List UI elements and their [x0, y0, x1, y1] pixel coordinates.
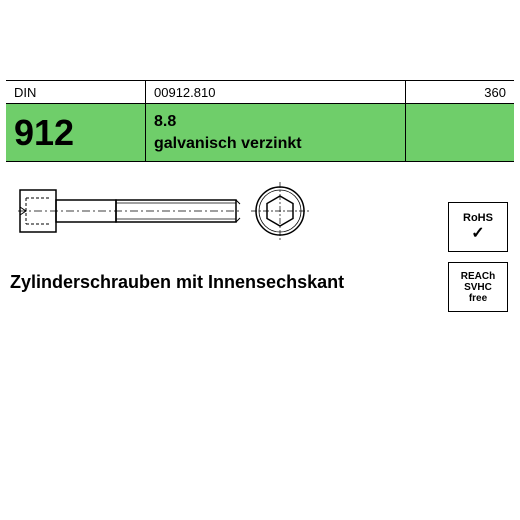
header-part-number: 00912.810 — [146, 81, 406, 103]
header-standard-label: DIN — [6, 81, 146, 103]
spec-empty-cell — [406, 104, 514, 161]
spec-row: 912 8.8 galvanisch verzinkt — [6, 104, 514, 162]
product-title: Zylinderschrauben mit Innensechskant — [10, 272, 344, 293]
reach-line2: SVHC — [464, 282, 492, 293]
spec-din-cell: 912 — [6, 104, 146, 161]
rohs-label: RoHS — [463, 212, 493, 224]
product-spec-card: DIN 00912.810 360 912 8.8 galvanisch ver… — [6, 80, 514, 370]
body-area: Zylinderschrauben mit Innensechskant RoH… — [6, 162, 514, 370]
header-code-right: 360 — [406, 81, 514, 103]
grade-text: 8.8 — [154, 113, 397, 131]
rohs-badge: RoHS ✓ — [448, 202, 508, 252]
finish-text: galvanisch verzinkt — [154, 135, 397, 153]
check-icon: ✓ — [471, 226, 484, 242]
reach-badge: REACh SVHC free — [448, 262, 508, 312]
spec-details-cell: 8.8 galvanisch verzinkt — [146, 104, 406, 161]
din-number: 912 — [14, 115, 137, 151]
reach-line3: free — [469, 293, 487, 304]
screw-diagram-icon — [18, 176, 318, 246]
header-row: DIN 00912.810 360 — [6, 80, 514, 104]
reach-line1: REACh — [461, 271, 495, 282]
